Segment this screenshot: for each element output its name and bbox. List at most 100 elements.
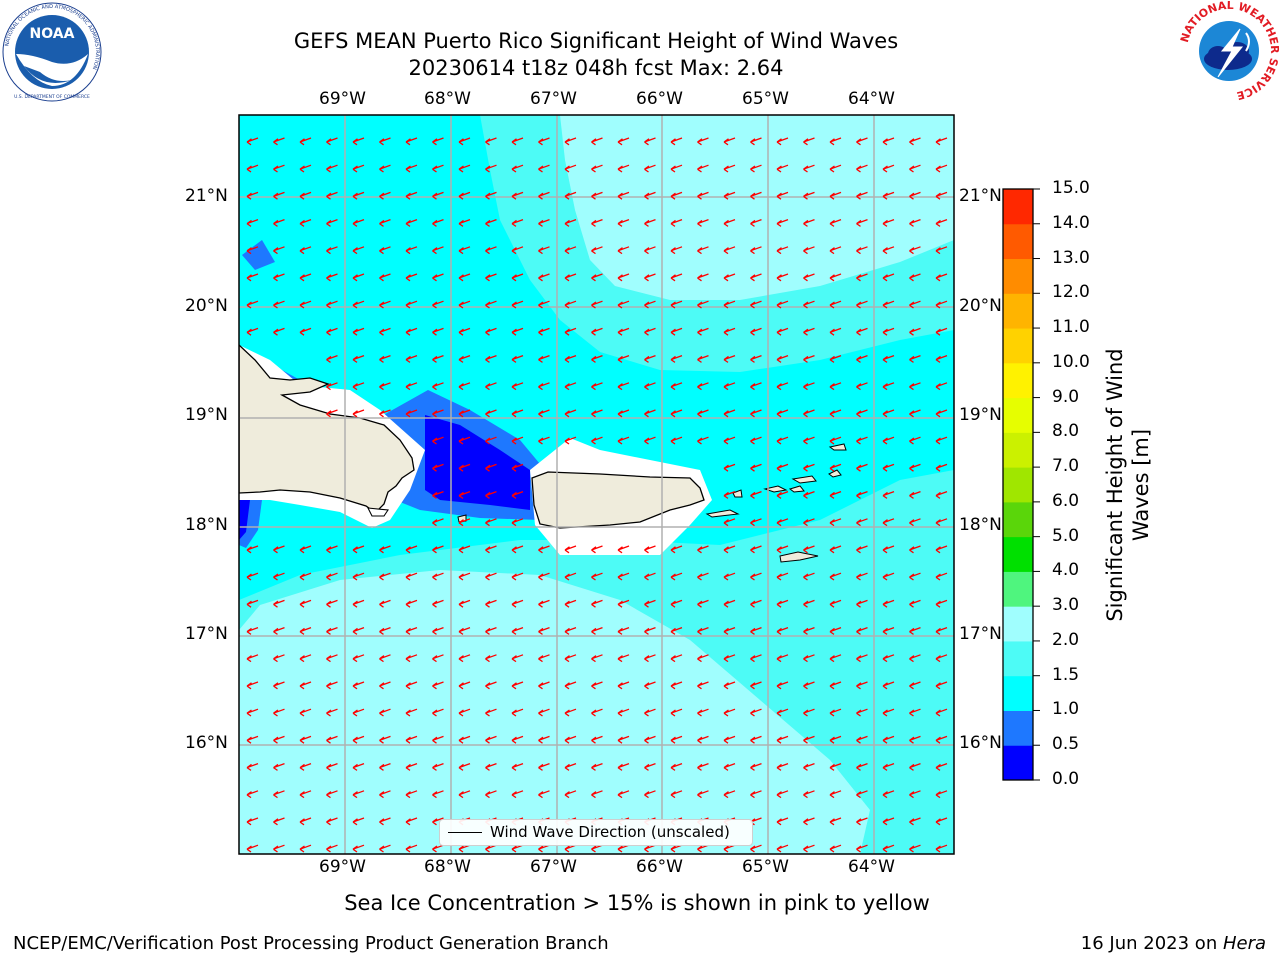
wind-wave-arrow [326, 164, 338, 173]
wind-wave-arrow [723, 273, 736, 282]
lat-label-right: 20°N [959, 296, 1002, 316]
wind-wave-arrow [458, 518, 471, 527]
wind-wave-arrow [697, 681, 709, 690]
wind-wave-arrow [644, 137, 656, 146]
colorbar-tick-label: 0.5 [1052, 734, 1080, 755]
wind-wave-arrow [326, 817, 338, 826]
lon-label-bottom: 68°W [424, 857, 471, 877]
wind-wave-arrow [697, 654, 709, 663]
wind-wave-arrow [432, 790, 444, 799]
wind-wave-arrow [273, 164, 285, 173]
wind-wave-arrow [379, 790, 391, 799]
wind-wave-arrow [352, 191, 365, 200]
wind-wave-arrow [511, 599, 524, 608]
wind-wave-arrow [750, 246, 762, 255]
wind-wave-arrow [538, 273, 550, 282]
colorbar-tick-label: 10.0 [1052, 351, 1090, 372]
wind-wave-arrow [246, 191, 259, 200]
wind-wave-arrow [829, 191, 842, 200]
wind-wave-arrow [723, 762, 736, 771]
wind-wave-arrow [591, 708, 603, 717]
footer-host: Hera [1222, 933, 1266, 954]
wind-wave-arrow [882, 409, 895, 418]
wind-wave-arrow [617, 654, 630, 663]
wind-wave-arrow [379, 626, 391, 635]
wind-wave-arrow [485, 436, 497, 445]
wind-wave-arrow [750, 545, 762, 554]
wind-wave-arrow [617, 409, 630, 418]
wind-wave-arrow [617, 246, 630, 255]
wind-wave-arrow [432, 681, 444, 690]
wind-wave-arrow [803, 490, 815, 499]
wind-wave-arrow [432, 137, 444, 146]
wind-wave-arrow [538, 191, 550, 200]
wind-wave-arrow [670, 436, 683, 445]
wind-wave-arrow [485, 382, 497, 391]
wind-wave-arrow [617, 599, 630, 608]
wind-wave-arrow [882, 681, 895, 690]
wind-wave-arrow [485, 327, 497, 336]
wind-wave-arrow [750, 191, 762, 200]
wind-wave-arrow [511, 735, 524, 744]
wind-wave-arrow [246, 218, 259, 227]
wind-wave-arrow [538, 354, 550, 363]
wind-wave-arrow [803, 572, 815, 581]
wind-wave-arrow [644, 654, 656, 663]
wind-wave-arrow [776, 681, 789, 690]
wind-wave-arrow [379, 191, 391, 200]
wind-wave-arrow [405, 327, 418, 336]
wind-wave-arrow [882, 735, 895, 744]
noaa-bottom-text: U.S. DEPARTMENT OF COMMERCE [14, 94, 90, 100]
wind-wave-arrow [829, 545, 842, 554]
wind-wave-arrow [829, 137, 842, 146]
wind-wave-arrow [432, 246, 444, 255]
wind-wave-arrow [273, 599, 285, 608]
wind-wave-arrow [882, 218, 895, 227]
wind-wave-arrow [485, 654, 497, 663]
wind-wave-arrow [458, 599, 471, 608]
wind-wave-arrow [935, 300, 948, 309]
wind-wave-arrow [564, 572, 577, 581]
wind-wave-arrow [511, 572, 524, 581]
wind-wave-arrow [803, 218, 815, 227]
wind-wave-arrow [803, 409, 815, 418]
wind-wave-arrow [935, 436, 948, 445]
wind-wave-arrow [564, 708, 577, 717]
wind-wave-arrow [511, 518, 524, 527]
wind-wave-arrow [617, 137, 630, 146]
wind-wave-arrow [352, 409, 365, 418]
wind-wave-arrow [564, 218, 577, 227]
lon-label-top: 65°W [742, 89, 789, 109]
wind-wave-arrow [432, 654, 444, 663]
wind-wave-arrow [326, 409, 338, 418]
wind-wave-arrow [538, 218, 550, 227]
wind-wave-arrow [723, 572, 736, 581]
wind-wave-arrow [538, 436, 550, 445]
wind-wave-arrow [935, 599, 948, 608]
wind-wave-arrow [750, 218, 762, 227]
wind-wave-arrow [670, 572, 683, 581]
wind-wave-arrow [511, 463, 524, 472]
wind-wave-arrow [829, 735, 842, 744]
wind-wave-arrow [405, 681, 418, 690]
wind-wave-arrow [511, 273, 524, 282]
wind-wave-arrow [909, 300, 921, 309]
wind-wave-arrow [776, 599, 789, 608]
wind-wave-arrow [432, 518, 444, 527]
wind-wave-arrow [803, 790, 815, 799]
colorbar-tick-label: 4.0 [1052, 560, 1080, 581]
wind-wave-arrow [856, 218, 868, 227]
wind-wave-arrow [564, 762, 577, 771]
colorbar-tick-label: 8.0 [1052, 421, 1080, 442]
wind-wave-arrow [485, 572, 497, 581]
wind-wave-arrow [803, 545, 815, 554]
wind-wave-arrow [379, 327, 391, 336]
wind-wave-arrow [379, 708, 391, 717]
wind-wave-arrow [856, 436, 868, 445]
wind-wave-arrow [326, 654, 338, 663]
wind-wave-arrow [829, 218, 842, 227]
wind-wave-arrow [776, 409, 789, 418]
wind-wave-arrow [644, 436, 656, 445]
wind-wave-arrow [379, 654, 391, 663]
wind-wave-arrow [379, 762, 391, 771]
